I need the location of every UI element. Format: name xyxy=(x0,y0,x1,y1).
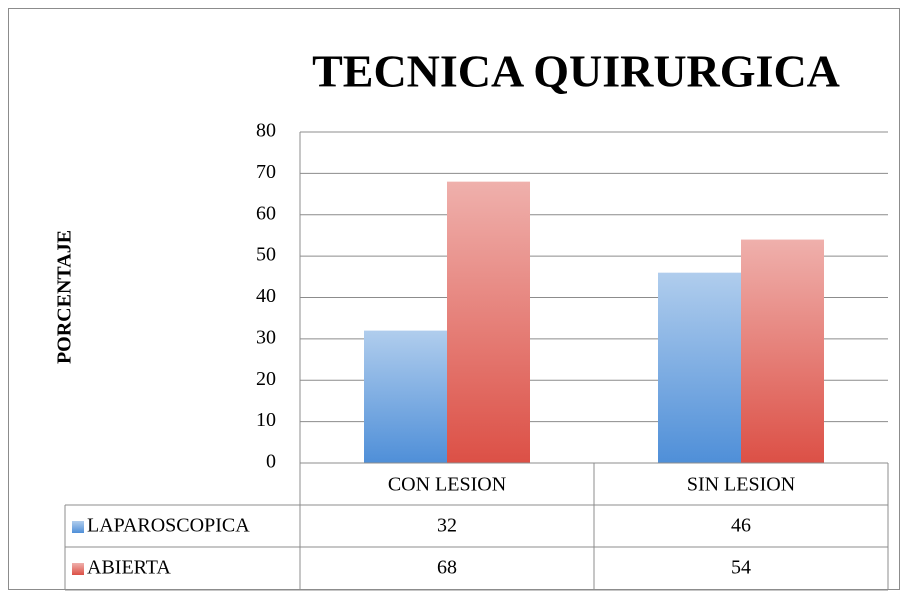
legend-swatch xyxy=(72,563,84,575)
y-tick-label: 10 xyxy=(256,409,276,431)
bar xyxy=(447,181,530,463)
y-tick-label: 70 xyxy=(256,161,276,183)
legend-label: LAPAROSCOPICA xyxy=(87,515,250,537)
x-tick-label: CON LESION xyxy=(388,474,506,496)
x-tick-label: SIN LESION xyxy=(687,474,795,496)
table-value: 68 xyxy=(437,557,457,579)
y-tick-label: 60 xyxy=(256,202,276,224)
table-value: 32 xyxy=(437,515,457,537)
y-tick-label: 30 xyxy=(256,326,276,348)
bar xyxy=(364,330,447,463)
chart-title: TECNICA QUIRURGICA xyxy=(312,46,840,97)
bar xyxy=(658,272,741,463)
y-tick-label: 0 xyxy=(266,451,276,473)
legend-label: ABIERTA xyxy=(87,557,171,579)
y-axis-label: PORCENTAJE xyxy=(54,230,76,364)
legend-swatch xyxy=(72,521,84,533)
table-value: 54 xyxy=(731,557,751,579)
table-value: 46 xyxy=(731,515,751,537)
bar xyxy=(741,239,824,463)
y-tick-label: 50 xyxy=(256,244,276,266)
y-tick-label: 40 xyxy=(256,285,276,307)
y-tick-label: 20 xyxy=(256,368,276,390)
y-tick-label: 80 xyxy=(256,120,276,142)
